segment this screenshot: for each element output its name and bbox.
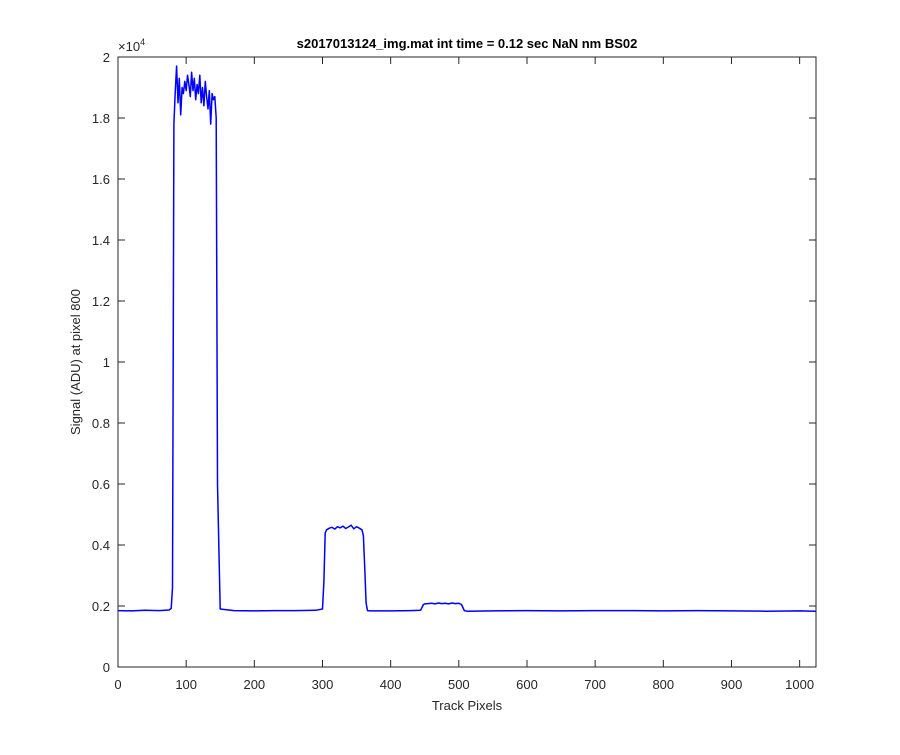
series-layer bbox=[117, 65, 817, 612]
y-axis-label: Signal (ADU) at pixel 800 bbox=[68, 289, 83, 435]
plot-area bbox=[118, 57, 816, 667]
x-axis-label: Track Pixels bbox=[432, 698, 503, 713]
y-tick-label: 1 bbox=[103, 355, 110, 370]
x-tick-label: 200 bbox=[243, 677, 265, 692]
x-axis-ticks: 0 100 200 300 400 500 600 700 800 900 1000 bbox=[114, 57, 814, 692]
x-tick-label: 900 bbox=[721, 677, 743, 692]
y-axis-exponent: ×104 bbox=[118, 37, 145, 54]
x-tick-label: 100 bbox=[175, 677, 197, 692]
y-tick-label: 0.2 bbox=[92, 599, 110, 614]
x-tick-label: 700 bbox=[584, 677, 606, 692]
y-tick-label: 0.8 bbox=[92, 416, 110, 431]
y-tick-label: 2 bbox=[103, 50, 110, 65]
x-tick-label: 300 bbox=[312, 677, 334, 692]
y-tick-label: 0.6 bbox=[92, 477, 110, 492]
y-axis-exponent-base: ×10 bbox=[118, 39, 140, 54]
y-axis-ticks: 0 0.2 0.4 0.6 0.8 1 1.2 1.4 1.6 1.8 2 bbox=[92, 50, 816, 675]
y-tick-label: 1.8 bbox=[92, 111, 110, 126]
x-tick-label: 600 bbox=[516, 677, 538, 692]
y-axis-exponent-power: 4 bbox=[140, 37, 145, 47]
y-tick-label: 1.4 bbox=[92, 233, 110, 248]
series-line-0 bbox=[117, 65, 817, 612]
x-tick-label: 0 bbox=[114, 677, 121, 692]
x-tick-label: 800 bbox=[652, 677, 674, 692]
x-tick-label: 500 bbox=[448, 677, 470, 692]
x-tick-label: 400 bbox=[380, 677, 402, 692]
y-tick-label: 0.4 bbox=[92, 538, 110, 553]
y-tick-label: 1.2 bbox=[92, 294, 110, 309]
y-tick-label: 1.6 bbox=[92, 172, 110, 187]
chart-title: s2017013124_img.mat int time = 0.12 sec … bbox=[297, 36, 638, 51]
x-tick-label: 1000 bbox=[785, 677, 814, 692]
y-tick-label: 0 bbox=[103, 660, 110, 675]
